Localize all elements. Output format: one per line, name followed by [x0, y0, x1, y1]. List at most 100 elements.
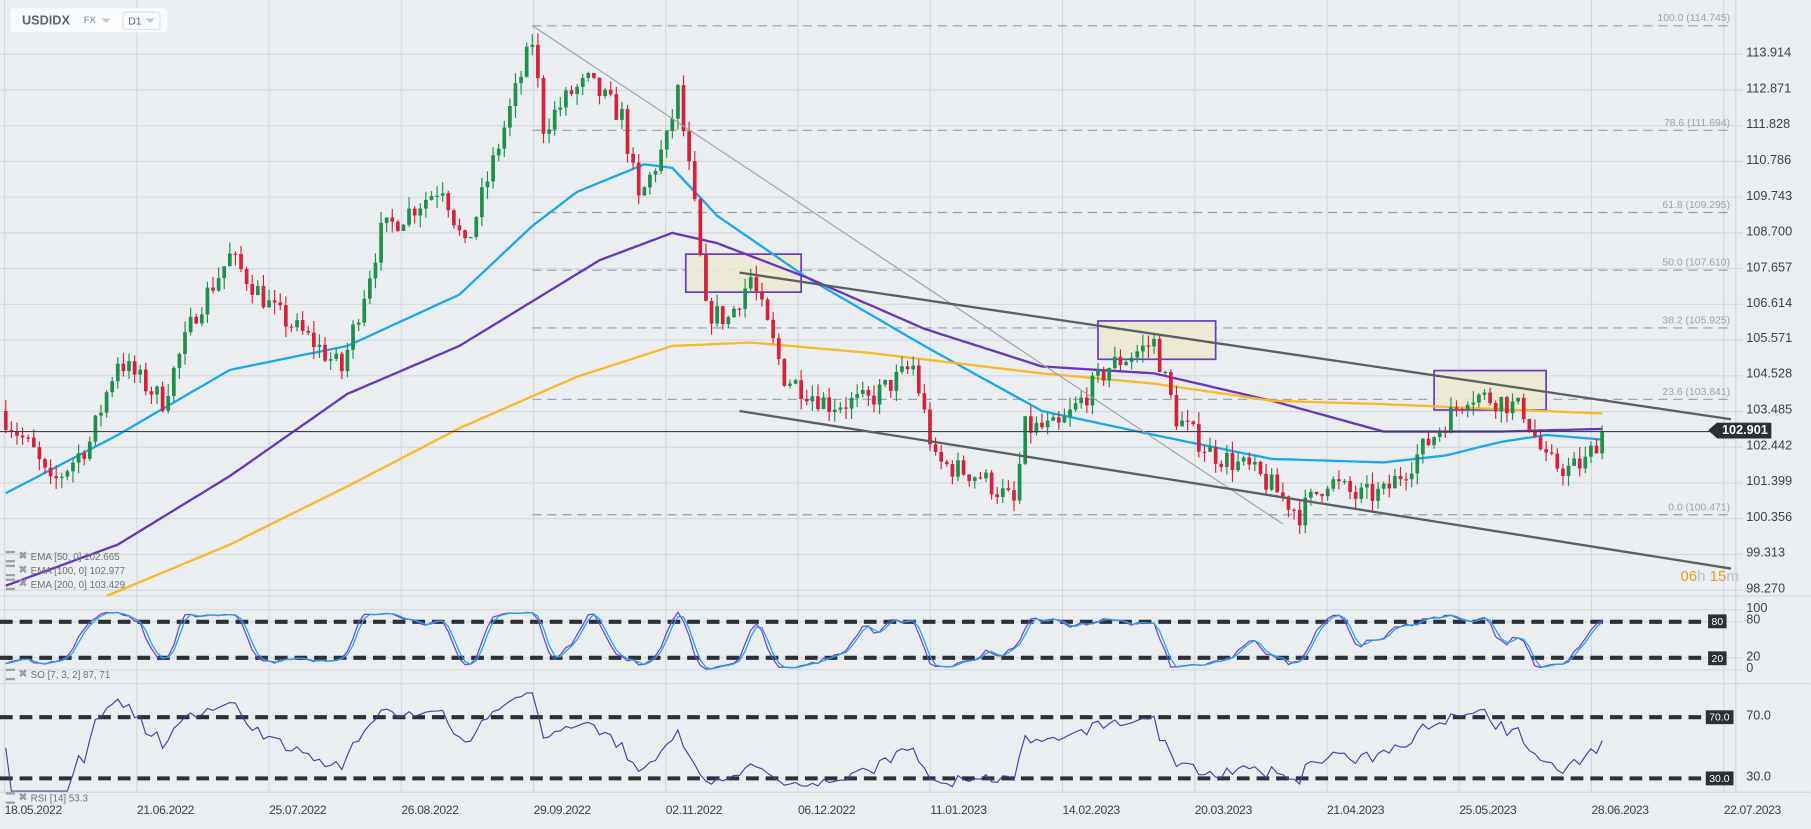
candle-up [1432, 437, 1436, 446]
candle-up [984, 472, 988, 479]
candle-down [1213, 447, 1218, 464]
candle-down [905, 366, 910, 370]
legend-settings-icon[interactable] [5, 668, 16, 680]
candle-down [625, 108, 630, 154]
candle-up [429, 196, 434, 200]
candle-down [614, 94, 619, 120]
candle-down [1527, 419, 1532, 431]
candle-up [642, 187, 647, 196]
rsi-panel [0, 692, 1705, 792]
candle-down [412, 208, 417, 216]
candle-up [474, 217, 479, 237]
dropdown-caret-icon [145, 17, 155, 23]
candle-down [1488, 392, 1492, 404]
candle-down [916, 365, 921, 394]
candle-down [160, 386, 165, 411]
candle-down [631, 153, 635, 163]
candle-down [272, 300, 277, 303]
x-tick-label: 21.04.2023 [1326, 803, 1385, 818]
legend-remove-icon[interactable]: ✖ [18, 667, 28, 680]
legend-remove-icon[interactable]: ✖ [18, 791, 28, 803]
candle-up [564, 90, 568, 108]
legend-remove-icon[interactable]: ✖ [18, 549, 28, 562]
candle-up [900, 366, 904, 372]
candle-up [1107, 368, 1112, 381]
candle-down [1443, 431, 1448, 433]
candle-down [866, 389, 871, 396]
candle-down [1281, 492, 1285, 497]
candle-up [849, 397, 854, 409]
candle-up [356, 322, 361, 325]
candle-up [1208, 447, 1212, 452]
candle-up [1241, 457, 1246, 462]
candle-up [676, 85, 680, 119]
legend-settings-icon[interactable] [5, 791, 16, 804]
candle-up [1124, 361, 1128, 366]
candle-up [793, 380, 798, 384]
candle-up [351, 324, 355, 350]
candle-down [1264, 473, 1268, 490]
candle-up [317, 344, 322, 348]
y-tick-label: 112.871 [1746, 81, 1792, 96]
candle-down [149, 391, 154, 395]
candle-down [776, 338, 781, 360]
timeframe-value: D1 [128, 14, 142, 26]
candle-up [1572, 458, 1576, 466]
candle-up [59, 476, 64, 479]
candle-down [961, 460, 966, 475]
legend-remove-icon[interactable]: ✖ [18, 563, 28, 576]
candle-up [216, 278, 221, 291]
candle-up [1600, 431, 1604, 454]
candle-down [1555, 453, 1560, 469]
candle-down [457, 225, 462, 231]
candle-down [872, 395, 876, 405]
candle-up [1096, 369, 1100, 376]
x-tick-label: 26.08.2022 [401, 803, 459, 818]
fib-level-label: 78.6 (111.694) [1663, 116, 1731, 129]
candle-up [93, 415, 98, 442]
so-tick-label: 0 [1746, 661, 1754, 676]
legend-ema200[interactable]: ✖ EMA [200, 0] 103.429 [5, 577, 125, 590]
legend-ema100[interactable]: ✖ EMA [100, 0] 102.977 [5, 563, 125, 577]
candle-up [877, 384, 882, 405]
candle-down [3, 411, 8, 430]
legend-settings-icon[interactable] [5, 564, 16, 576]
legend-rsi[interactable]: ✖ RSI [14] 53.3 [5, 791, 88, 804]
candle-down [737, 308, 742, 310]
candle-up [1331, 479, 1336, 489]
candle-up [1180, 420, 1184, 427]
candle-down [799, 380, 804, 399]
legend-so[interactable]: ✖ SO [7, 3, 2] 87, 71 [5, 667, 111, 681]
candle-up [71, 462, 75, 472]
candle-down [1370, 483, 1375, 501]
candle-down [1337, 479, 1341, 482]
legend-settings-icon[interactable] [5, 550, 16, 562]
candle-down [1202, 451, 1207, 453]
legend-settings-icon[interactable] [5, 578, 16, 590]
candle-up [575, 86, 579, 95]
y-tick-label: 109.743 [1746, 189, 1793, 203]
legend-ema50[interactable]: ✖ EMA [50, 0] 102.665 [5, 549, 120, 563]
candle-down [1426, 438, 1431, 446]
candle-down [1185, 420, 1190, 422]
candle-up [267, 300, 271, 308]
candle-down [1505, 396, 1509, 414]
candle-down [1006, 488, 1011, 491]
candle-up [1393, 476, 1397, 489]
candle-up [295, 320, 299, 328]
symbol-selector[interactable]: USDIDX FX D1 [10, 8, 168, 33]
candle-up [1359, 487, 1364, 499]
candle-down [1040, 422, 1044, 428]
legend-remove-icon[interactable]: ✖ [18, 577, 28, 589]
candle-up [407, 208, 411, 225]
candle-up [508, 105, 512, 128]
candle-up [1309, 491, 1313, 498]
dropdown-caret-icon[interactable] [101, 17, 111, 23]
x-tick-label: 02.11.2022 [665, 803, 723, 818]
candle-up [104, 392, 109, 413]
candle-down [121, 363, 126, 372]
timeframe-select[interactable]: D1 [122, 10, 161, 30]
candle-down [978, 477, 983, 479]
